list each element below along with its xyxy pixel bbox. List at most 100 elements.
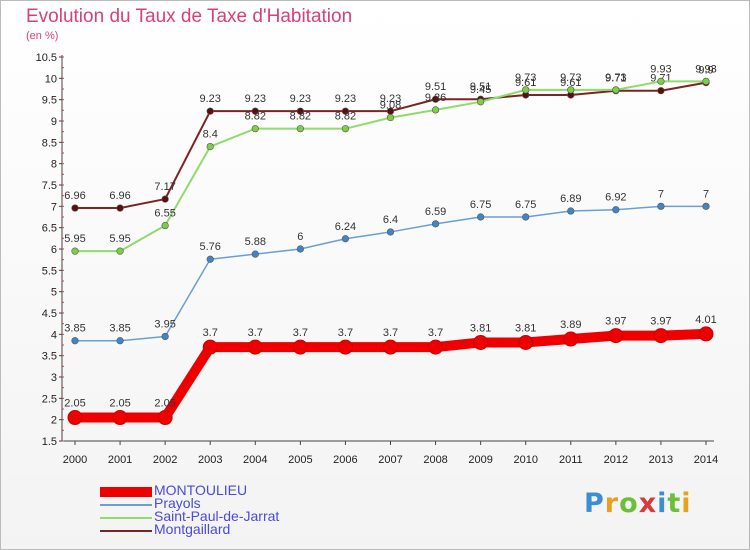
data-label: 6.96	[109, 190, 130, 202]
data-label: 3.7	[383, 327, 398, 339]
data-point	[251, 107, 259, 115]
data-point	[386, 228, 395, 236]
y-tick-label: 6.5	[42, 223, 57, 235]
legend-swatch	[100, 487, 152, 497]
data-point	[71, 247, 79, 255]
data-point	[116, 247, 124, 255]
logo-letter: i	[681, 488, 692, 519]
data-label: 4.01	[695, 314, 716, 326]
y-tick-label: 2	[51, 415, 57, 427]
data-point	[116, 204, 124, 212]
x-tick-label: 2011	[559, 454, 583, 466]
data-label: 6.92	[605, 192, 626, 204]
data-point	[341, 107, 350, 115]
y-tick-label: 1.5	[42, 436, 57, 448]
y-tick-label: 3	[51, 372, 57, 384]
data-point	[157, 410, 173, 426]
data-point	[206, 143, 214, 151]
y-tick-label: 3.5	[42, 351, 57, 363]
legend-label: Prayols	[154, 495, 201, 511]
data-label: 9.73	[560, 72, 581, 84]
data-point	[251, 250, 259, 258]
data-point	[522, 213, 530, 221]
data-point	[296, 245, 304, 253]
data-label: 9.61	[515, 77, 536, 89]
data-label: 3.97	[605, 316, 626, 328]
data-label: 8.82	[245, 111, 266, 123]
legend-label: MONTOULIEU	[154, 482, 248, 498]
data-point	[383, 339, 398, 355]
data-label: 9.71	[605, 73, 626, 85]
data-point	[522, 86, 530, 94]
data-point	[112, 410, 128, 426]
data-point	[612, 86, 620, 94]
data-point	[202, 339, 218, 355]
data-point	[161, 195, 169, 203]
data-label: 3.7	[248, 327, 263, 339]
logo-letter: r	[604, 488, 620, 519]
data-label: 3.7	[428, 327, 443, 339]
x-tick-label: 2005	[288, 454, 312, 466]
y-tick-label: 7	[51, 201, 57, 213]
data-label: 6.89	[560, 193, 581, 205]
data-label: 8.82	[335, 111, 356, 123]
data-point	[71, 204, 79, 212]
data-label: 7	[658, 188, 664, 200]
data-label: 5.76	[200, 241, 221, 253]
logo-letter: P	[584, 488, 605, 519]
data-label: 2.05	[109, 398, 130, 410]
x-tick-label: 2002	[153, 454, 177, 466]
data-label: 9.51	[425, 81, 446, 93]
data-label: 6.55	[154, 208, 175, 220]
data-label: 3.7	[293, 327, 308, 339]
logo-letter: x	[638, 488, 658, 519]
x-tick-label: 2003	[198, 454, 222, 466]
y-tick-label: 10	[45, 73, 57, 85]
data-label: 7.17	[154, 181, 175, 193]
legend-label: Montgaillard	[154, 521, 231, 537]
data-label: 9.93	[695, 63, 716, 75]
data-label: 6.96	[64, 190, 85, 202]
data-label: 6.24	[335, 221, 356, 233]
x-tick-label: 2009	[468, 454, 492, 466]
data-label: 5.88	[245, 236, 266, 248]
data-label: 3.81	[470, 322, 491, 334]
data-label: 3.7	[338, 327, 353, 339]
data-label: 9.23	[200, 93, 221, 105]
y-tick-label: 7.5	[42, 180, 57, 192]
x-tick-label: 2012	[604, 454, 628, 466]
data-point	[386, 113, 395, 122]
data-point	[428, 339, 444, 355]
data-point	[296, 125, 304, 133]
data-point	[653, 328, 669, 344]
data-point	[431, 106, 440, 114]
legend-swatch	[100, 504, 152, 506]
data-label: 6	[297, 231, 303, 243]
data-label: 9.08	[380, 100, 401, 112]
data-label: 9.61	[560, 77, 581, 89]
data-point	[161, 332, 169, 341]
data-label: 9.45	[470, 84, 491, 96]
y-tick-label: 8	[51, 159, 57, 171]
data-label: 9.73	[515, 72, 536, 84]
data-point	[206, 107, 214, 115]
x-tick-label: 2013	[649, 454, 673, 466]
data-label: 5.95	[64, 233, 85, 245]
data-point	[563, 331, 579, 347]
data-point	[431, 220, 440, 228]
data-point	[67, 410, 83, 426]
data-label: 9.51	[470, 81, 491, 93]
data-label: 6.4	[383, 214, 398, 226]
data-point	[567, 207, 575, 215]
data-point	[431, 95, 440, 103]
data-label: 3.7	[203, 327, 218, 339]
chart-title: Evolution du Taux de Taxe d'Habitation	[26, 6, 353, 27]
data-point	[251, 125, 259, 133]
data-label: 3.89	[560, 319, 581, 331]
data-label: 3.85	[64, 323, 85, 335]
legend-swatch	[100, 530, 152, 532]
data-point	[296, 107, 304, 115]
data-label: 5.95	[109, 233, 130, 245]
y-tick-label: 5.5	[42, 265, 57, 277]
y-tick-label: 9.5	[42, 95, 57, 107]
